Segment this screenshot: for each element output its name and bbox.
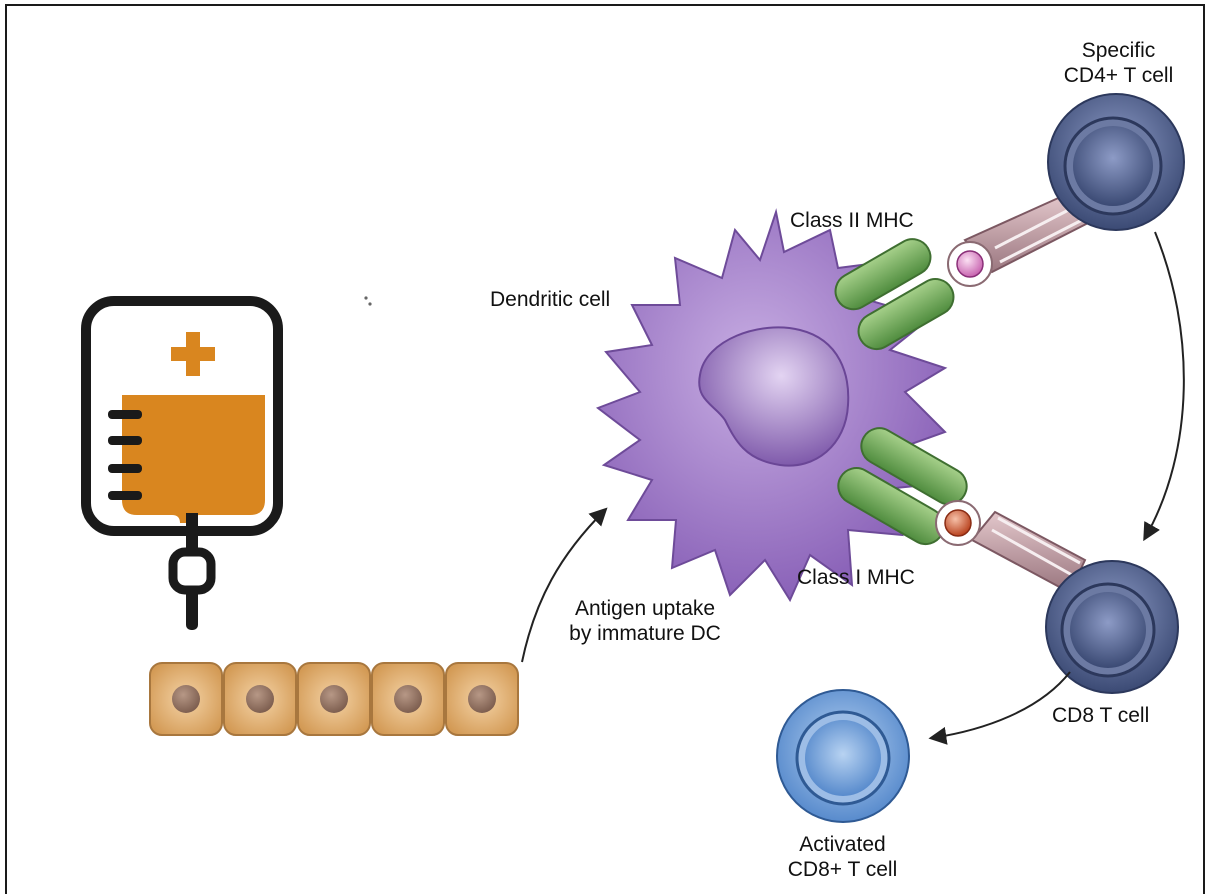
cd4-t-cell — [1047, 93, 1185, 231]
iv-bag-icon — [81, 296, 283, 630]
help-arrow — [1143, 231, 1185, 542]
activated-label-line1: Activated — [799, 833, 886, 856]
antigen-uptake-arrow — [521, 507, 608, 663]
activated-label-line2: CD8+ T cell — [787, 858, 898, 881]
cd4-t-cell-label: Specific CD4+ T cell — [1046, 38, 1191, 88]
class-i-mhc-label: Class I MHC — [797, 566, 915, 589]
cd4-label-line1: Specific — [1081, 39, 1156, 62]
activated-cd8-label: Activated CD8+ T cell — [770, 832, 915, 882]
activated-cd8-t-cell — [776, 689, 910, 823]
speck-mark — [364, 296, 368, 300]
epithelial-cell — [223, 662, 297, 736]
uptake-label-line2: by immature DC — [569, 622, 721, 645]
dendritic-cell-label: Dendritic cell — [490, 288, 611, 311]
epithelial-cells — [149, 662, 519, 736]
epithelial-cell — [297, 662, 371, 736]
cd8-t-cell-label: CD8 T cell — [1052, 704, 1150, 727]
activation-arrow — [928, 671, 1071, 745]
figure-frame — [5, 4, 1205, 894]
antigen-uptake-label: Antigen uptake by immature DC — [540, 596, 750, 646]
class-i-mhc-receptor — [837, 427, 968, 546]
uptake-label-line1: Antigen uptake — [574, 597, 716, 620]
cd8-t-cell — [1045, 560, 1179, 694]
epithelial-cell — [445, 662, 519, 736]
speck-mark — [368, 302, 372, 306]
class-ii-mhc-receptor — [834, 238, 955, 351]
cd4-label-line2: CD4+ T cell — [1063, 64, 1174, 87]
epithelial-cell — [149, 662, 223, 736]
class-ii-mhc-label: Class II MHC — [790, 209, 914, 232]
epithelial-cell — [371, 662, 445, 736]
